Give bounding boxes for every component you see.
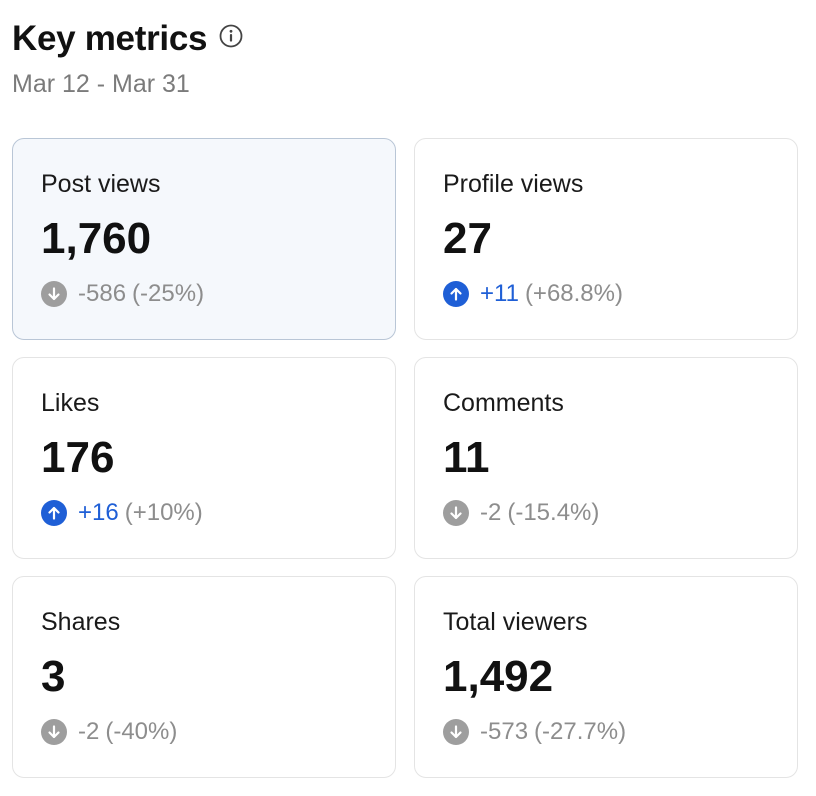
- metric-card-profile-views[interactable]: Profile views 27 +11 (+68.8%): [414, 138, 798, 340]
- metric-percent: (-25%): [132, 280, 205, 307]
- metric-card-comments[interactable]: Comments 11 -2 (-15.4%): [414, 357, 798, 559]
- metric-label: Comments: [443, 389, 564, 417]
- date-range: Mar 12 - Mar 31: [12, 70, 190, 98]
- metric-change: +16 (+10%): [41, 498, 395, 528]
- metric-change: +11 (+68.8%): [443, 279, 797, 309]
- info-icon[interactable]: [219, 24, 243, 48]
- metric-delta: +11: [480, 280, 519, 307]
- metrics-grid: Post views 1,760 -586 (-25%) Profile vie…: [12, 138, 798, 778]
- metric-value: 1,492: [443, 652, 554, 701]
- page-title: Key metrics: [12, 19, 208, 58]
- arrow-up-circle-icon: [443, 281, 469, 307]
- metric-value: 1,760: [41, 214, 152, 263]
- metric-value: 11: [443, 433, 490, 482]
- metric-percent: (-15.4%): [507, 499, 600, 526]
- metric-delta: -573: [480, 718, 529, 745]
- metric-percent: (-27.7%): [534, 718, 627, 745]
- metric-value: 176: [41, 433, 115, 482]
- metric-card-likes[interactable]: Likes 176 +16 (+10%): [12, 357, 396, 559]
- metric-percent: (+68.8%): [524, 280, 623, 307]
- arrow-down-circle-icon: [443, 719, 469, 745]
- arrow-up-circle-icon: [41, 500, 67, 526]
- metric-delta: -586: [78, 280, 127, 307]
- metric-change: -586 (-25%): [41, 279, 395, 309]
- metric-percent: (-40%): [105, 718, 178, 745]
- metric-delta: -2: [480, 499, 502, 526]
- metric-label: Total viewers: [443, 608, 588, 636]
- metric-percent: (+10%): [124, 499, 203, 526]
- metric-card-post-views[interactable]: Post views 1,760 -586 (-25%): [12, 138, 396, 340]
- metric-label: Profile views: [443, 170, 584, 198]
- metric-label: Shares: [41, 608, 121, 636]
- arrow-down-circle-icon: [443, 500, 469, 526]
- metric-delta: +16: [78, 499, 119, 526]
- arrow-down-circle-icon: [41, 281, 67, 307]
- metric-label: Likes: [41, 389, 100, 417]
- arrow-down-circle-icon: [41, 719, 67, 745]
- metric-value: 27: [443, 214, 492, 263]
- metric-card-total-viewers[interactable]: Total viewers 1,492 -573 (-27.7%): [414, 576, 798, 778]
- metric-delta: -2: [78, 718, 100, 745]
- key-metrics-header: Key metrics Mar 12 - Mar 31: [12, 18, 243, 99]
- metric-change: -573 (-27.7%): [443, 717, 797, 747]
- title-row: Key metrics: [12, 18, 243, 60]
- metric-card-shares[interactable]: Shares 3 -2 (-40%): [12, 576, 396, 778]
- metric-change: -2 (-40%): [41, 717, 395, 747]
- metric-label: Post views: [41, 170, 161, 198]
- metric-change: -2 (-15.4%): [443, 498, 797, 528]
- metric-value: 3: [41, 652, 66, 701]
